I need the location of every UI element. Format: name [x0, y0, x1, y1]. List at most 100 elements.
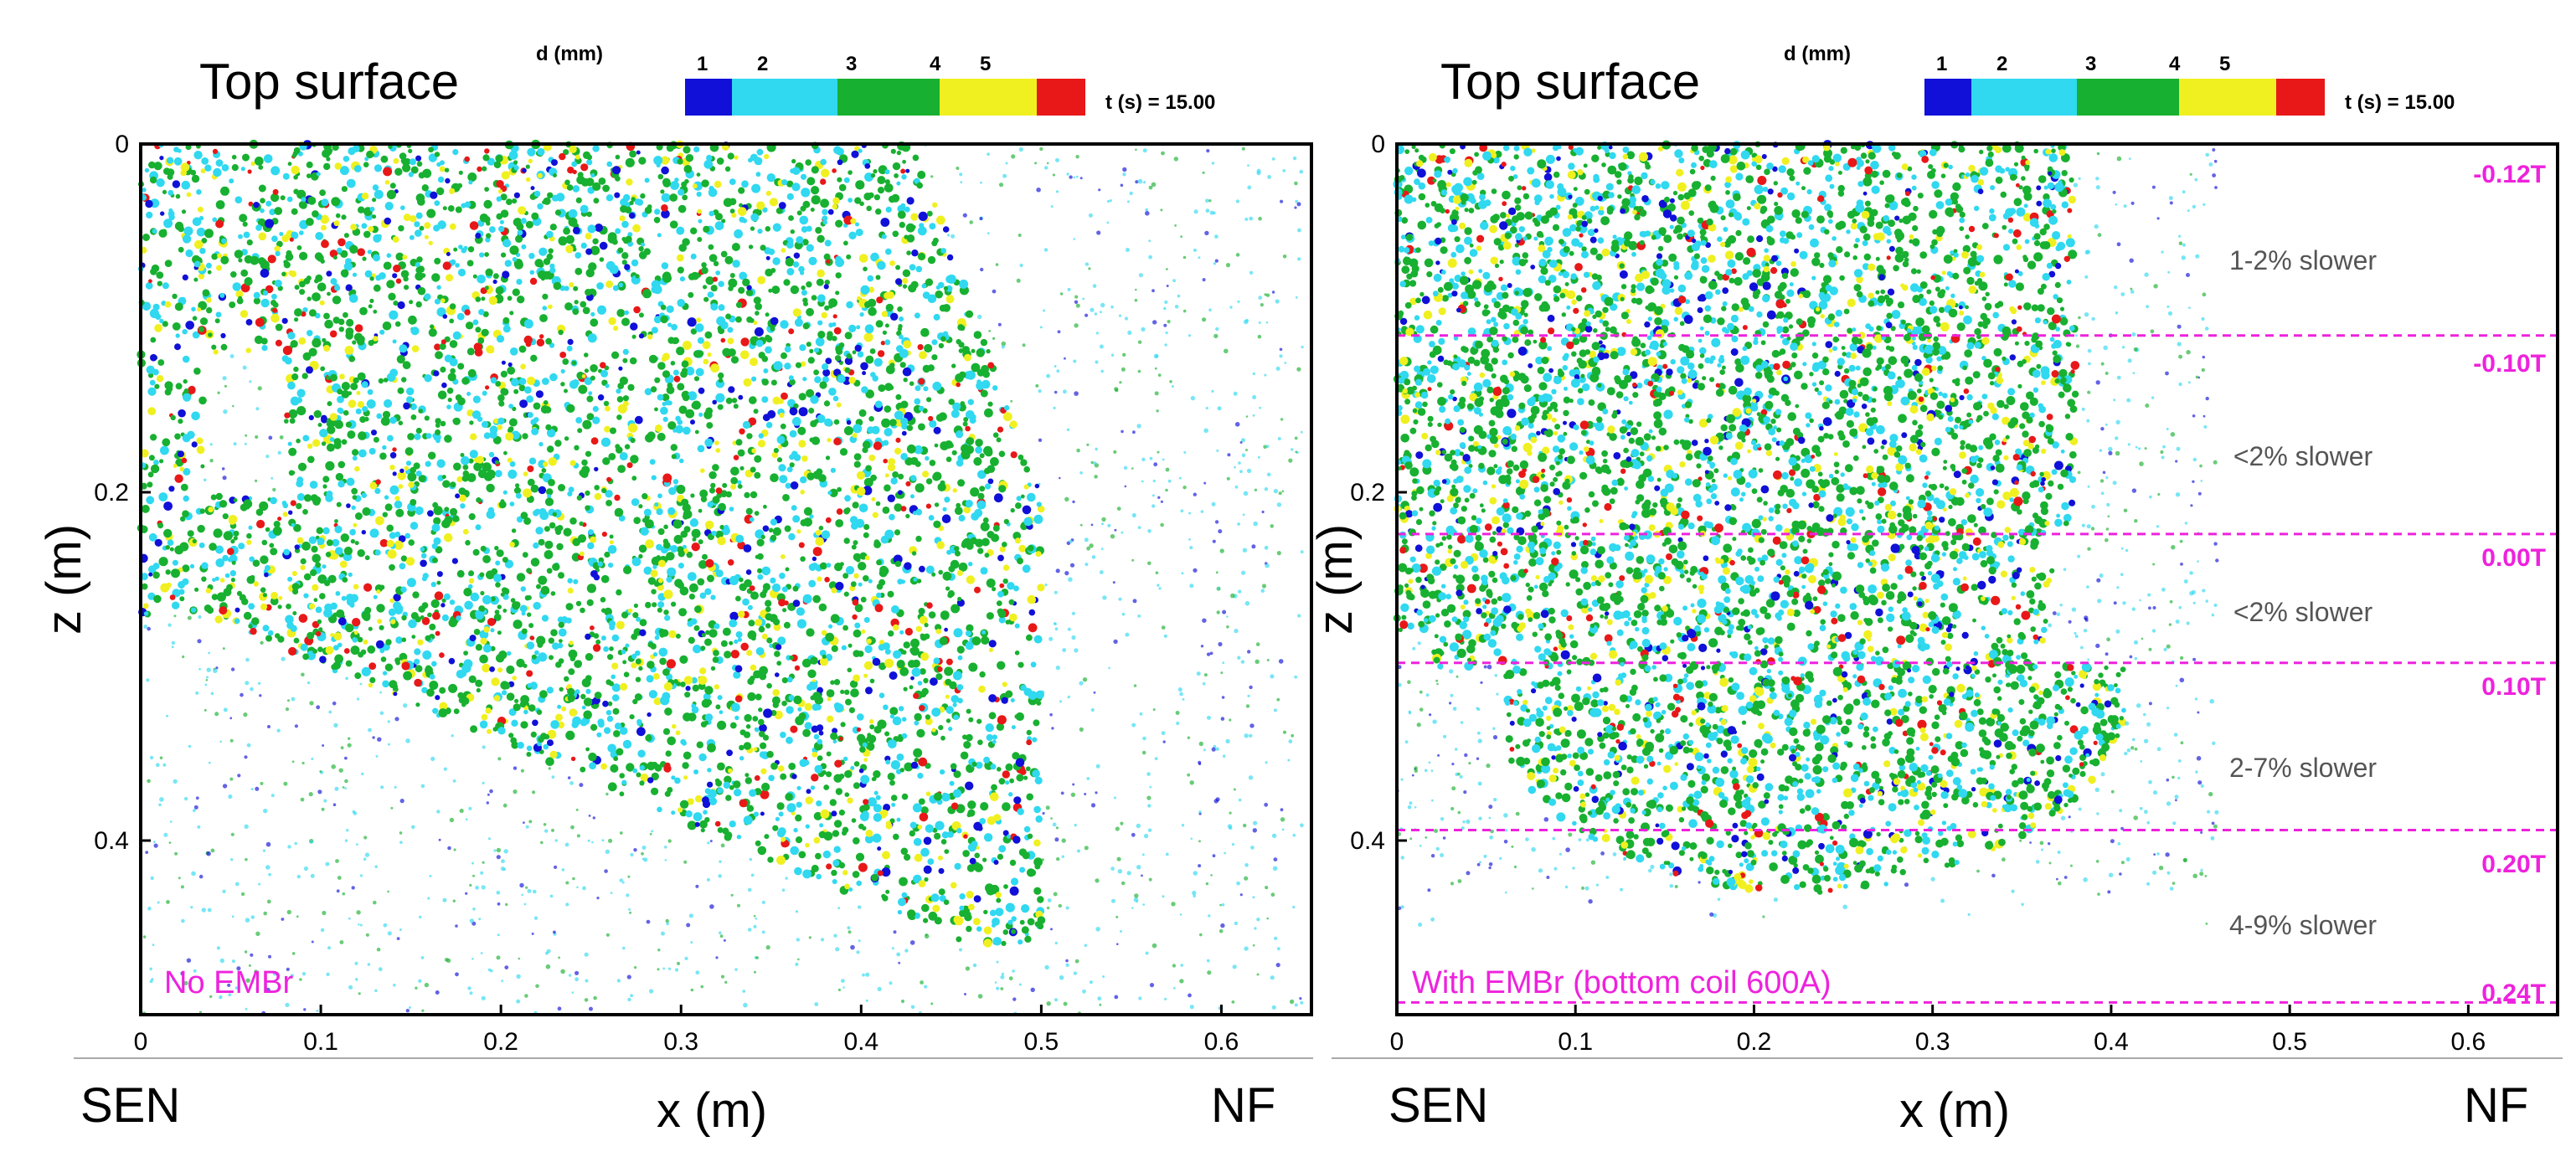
bubble-particle — [253, 202, 260, 208]
bubble-particle — [265, 564, 270, 571]
bubble-particle — [147, 471, 154, 478]
bubble-particle — [487, 469, 496, 478]
bubble-particle — [905, 168, 910, 173]
bubble-particle — [324, 319, 333, 329]
bubble-particle — [1016, 496, 1022, 501]
bubble-particle — [449, 599, 456, 605]
bubble-particle — [389, 310, 399, 320]
bubble-particle — [167, 157, 174, 164]
bubble-particle — [739, 756, 744, 761]
bubble-particle — [998, 845, 1007, 853]
bubble-particle — [860, 362, 868, 371]
bubble-particle — [964, 913, 972, 922]
bubble-particle — [172, 322, 181, 331]
bubble-particle — [662, 393, 670, 402]
bubble-particle — [921, 687, 929, 696]
bubble-particle — [822, 376, 829, 383]
bubble-particle — [909, 821, 917, 829]
bubble-particle — [872, 657, 881, 666]
bubble-particle — [339, 166, 349, 176]
bubble-particle — [338, 327, 344, 332]
bubble-particle — [449, 303, 456, 310]
bubble-particle — [513, 165, 519, 171]
bubble-particle — [934, 832, 941, 840]
bubble-particle — [255, 224, 262, 231]
bubble-particle — [281, 271, 286, 276]
bubble-particle — [455, 493, 461, 499]
bubble-particle — [270, 193, 280, 203]
bubble-particle — [625, 643, 630, 648]
bubble-particle — [585, 490, 590, 496]
bubble-particle — [785, 793, 793, 801]
bubble-particle — [673, 375, 681, 383]
bubble-particle — [937, 666, 943, 672]
bubble-particle — [729, 208, 735, 214]
bubble-particle — [178, 589, 185, 595]
bubble-particle — [762, 414, 770, 422]
bubble-particle — [317, 282, 327, 292]
bubble-particle — [715, 393, 725, 403]
bubble-particle — [968, 562, 973, 567]
bubble-particle — [457, 268, 466, 277]
bubble-particle — [916, 182, 923, 189]
bubble-particle — [656, 555, 661, 560]
bubble-particle — [652, 564, 657, 569]
bubble-particle — [481, 713, 488, 721]
bubble-particle — [858, 254, 868, 263]
bubble-particle — [543, 743, 549, 750]
bubble-particle — [410, 158, 416, 166]
bubble-particle — [231, 560, 236, 565]
bubble-particle — [789, 655, 794, 661]
bubble-particle — [898, 897, 906, 907]
bubble-particle — [150, 337, 157, 343]
bubble-particle — [811, 556, 817, 562]
bubble-particle — [436, 285, 441, 290]
bubble-particle — [475, 327, 482, 333]
bubble-particle — [265, 285, 274, 294]
bubble-particle — [984, 448, 993, 457]
bubble-particle — [359, 306, 368, 316]
bubble-particle — [887, 494, 896, 502]
bubble-particle — [426, 208, 436, 219]
bubble-particle — [441, 598, 446, 603]
bubble-particle — [636, 150, 641, 155]
bubble-particle — [793, 695, 802, 705]
bubble-particle — [421, 184, 429, 192]
bubble-particle — [657, 362, 666, 370]
bubble-particle — [986, 348, 991, 354]
bubble-particle — [935, 629, 941, 635]
bubble-particle — [798, 851, 806, 859]
bubble-particle — [154, 383, 160, 389]
bubble-particle — [559, 352, 567, 358]
bubble-particle — [922, 471, 930, 478]
left-legend-tick-2: 2 — [757, 53, 768, 75]
bubble-particle — [502, 316, 510, 324]
bubble-particle — [234, 196, 243, 203]
bubble-particle — [952, 789, 962, 798]
bubble-particle — [1017, 558, 1023, 565]
bubble-particle — [613, 756, 619, 762]
bubble-particle — [496, 549, 504, 558]
bubble-particle — [337, 460, 346, 469]
bubble-particle — [500, 370, 508, 378]
bubble-particle — [651, 280, 661, 290]
bubble-particle — [489, 347, 495, 353]
bubble-particle — [332, 316, 340, 324]
bubble-particle — [256, 519, 265, 529]
bubble-particle — [228, 515, 238, 524]
bubble-particle — [1019, 919, 1025, 925]
bubble-particle — [830, 467, 837, 473]
bubble-particle — [250, 161, 255, 167]
bubble-particle — [737, 480, 742, 485]
bubble-particle — [167, 539, 174, 546]
bubble-particle — [389, 680, 398, 689]
bubble-particle — [394, 321, 401, 327]
bubble-particle — [350, 538, 356, 544]
bubble-particle — [902, 269, 911, 277]
bubble-particle — [1035, 815, 1043, 823]
bubble-particle — [326, 491, 333, 497]
bubble-particle — [234, 607, 240, 613]
bubble-particle — [805, 842, 810, 848]
bubble-particle — [740, 337, 750, 347]
bubble-particle — [734, 155, 739, 160]
